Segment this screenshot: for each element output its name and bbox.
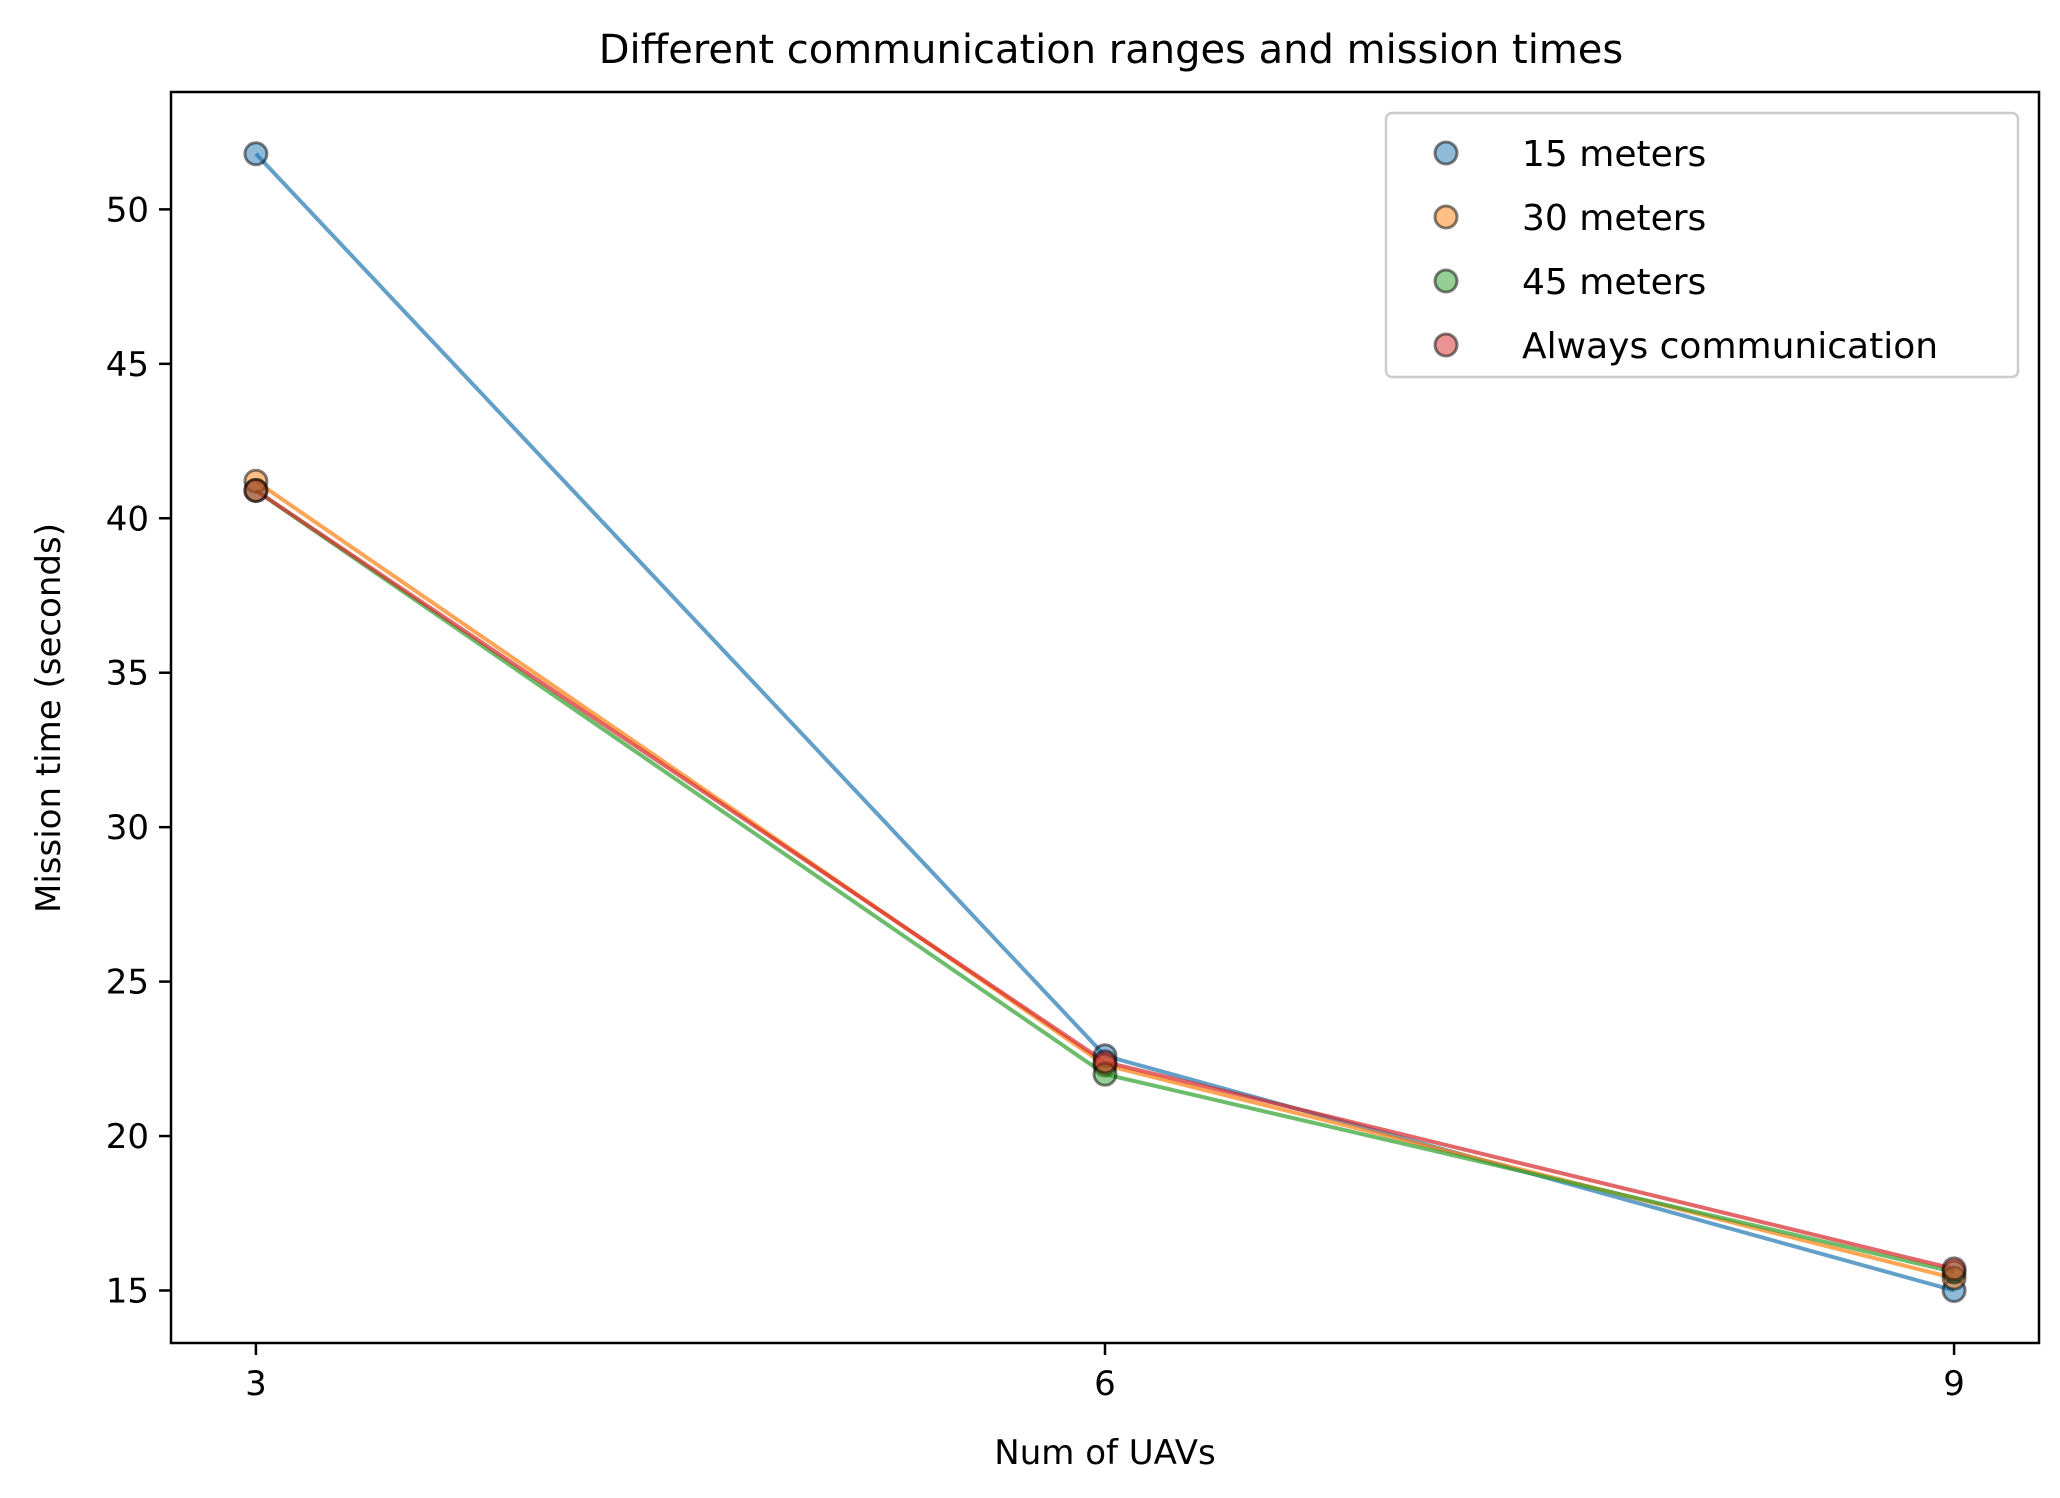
axis-ticks: 3 6 9 15 20 25 30 35 40 45 50 <box>106 190 1965 1404</box>
legend: 15 meters 30 meters 45 meters Always commun… <box>1384 111 2020 379</box>
data-point <box>243 477 269 503</box>
x-tick-label: 9 <box>1943 1364 1965 1404</box>
y-tick-label: 45 <box>106 345 149 385</box>
data-point <box>1092 1049 1118 1075</box>
y-tick-label: 50 <box>106 190 149 230</box>
legend-label: 45 meters <box>1522 262 1706 303</box>
x-axis-label: Num of UAVs <box>994 1433 1215 1473</box>
series-line <box>254 488 1955 1271</box>
legend-marker <box>1433 140 1459 166</box>
legend-marker <box>1433 204 1459 230</box>
plot-area-frame <box>169 90 2041 1345</box>
legend-label: Always communication <box>1522 326 1938 367</box>
y-tick-label: 15 <box>106 1271 149 1311</box>
y-tick-label: 20 <box>106 1117 149 1157</box>
data-point <box>1941 1256 1967 1282</box>
y-tick-label: 30 <box>106 808 149 848</box>
series-line <box>254 479 1955 1281</box>
legend-marker <box>1433 332 1459 358</box>
y-axis-label: Mission time (seconds) <box>29 523 69 913</box>
x-tick-label: 3 <box>245 1364 267 1404</box>
chart-title: Different communication ranges and missi… <box>599 27 1624 73</box>
legend-items: 15 meters 30 meters 45 meters Always commun… <box>1433 134 1938 367</box>
legend-label: 30 meters <box>1522 198 1706 239</box>
data-point <box>243 141 269 167</box>
x-tick-label: 6 <box>1094 1364 1116 1404</box>
legend-frame <box>1384 111 2020 379</box>
y-tick-label: 25 <box>106 963 149 1003</box>
legend-label: 15 meters <box>1522 134 1706 175</box>
y-tick-label: 35 <box>106 654 149 694</box>
y-tick-label: 40 <box>106 499 149 539</box>
series-layer <box>243 141 1967 1303</box>
series-line <box>254 488 1955 1274</box>
legend-marker <box>1433 268 1459 294</box>
